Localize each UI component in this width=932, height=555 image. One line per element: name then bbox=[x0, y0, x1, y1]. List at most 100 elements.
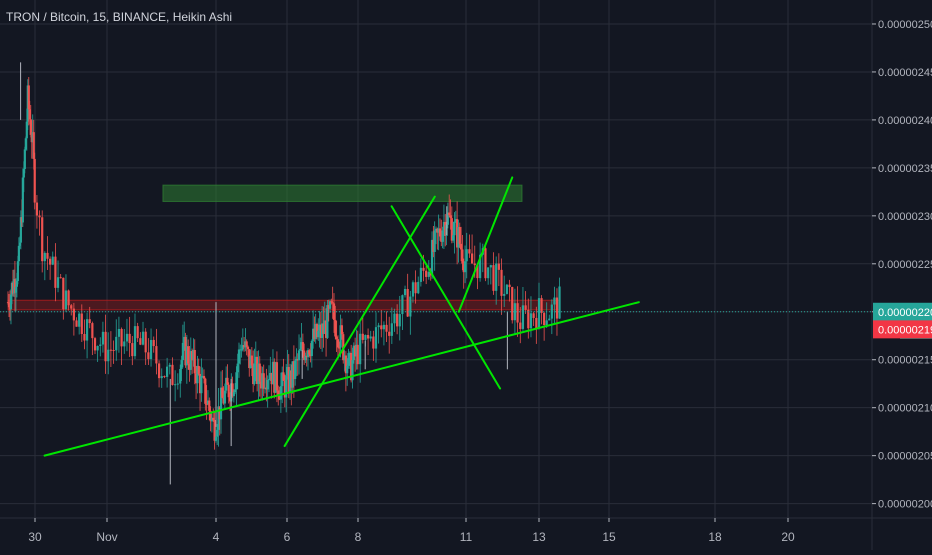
y-tick-label: 0.00000210 bbox=[878, 403, 932, 415]
candle-body bbox=[206, 400, 210, 405]
candle-body bbox=[228, 397, 232, 402]
candle-body bbox=[231, 383, 234, 397]
candle-body bbox=[270, 373, 273, 385]
candle-body bbox=[409, 296, 412, 317]
candle-body bbox=[41, 217, 44, 262]
candle-body bbox=[275, 362, 279, 391]
candle-body bbox=[149, 339, 153, 360]
trendline-4[interactable] bbox=[457, 176, 514, 313]
candle-body bbox=[336, 339, 340, 348]
candle-body bbox=[537, 298, 541, 329]
candle-body bbox=[521, 305, 525, 329]
candle-body bbox=[295, 358, 298, 361]
candle-body bbox=[484, 248, 487, 279]
y-tick-label: 0.00000235 bbox=[878, 163, 932, 175]
candle-body bbox=[258, 363, 261, 382]
candle-body bbox=[310, 340, 313, 357]
candle-body bbox=[181, 342, 184, 361]
candle-body bbox=[185, 346, 188, 366]
candle-body bbox=[327, 305, 330, 309]
candle-body bbox=[401, 295, 404, 315]
candle-body bbox=[253, 363, 256, 385]
candle-body bbox=[254, 356, 257, 364]
y-tick-label: 0.00000240 bbox=[878, 115, 932, 127]
candle-body bbox=[441, 230, 444, 242]
candle-body bbox=[166, 366, 169, 377]
candle-body bbox=[123, 341, 126, 347]
candle-body bbox=[155, 346, 158, 364]
candle-body bbox=[529, 313, 533, 329]
candle-body bbox=[294, 360, 297, 380]
candle-body bbox=[287, 367, 290, 393]
candle-body bbox=[194, 373, 198, 384]
trendline-1[interactable] bbox=[43, 301, 640, 457]
candle-body bbox=[479, 254, 482, 279]
candle-body bbox=[43, 252, 46, 262]
candle-body bbox=[555, 297, 559, 319]
candle-body bbox=[232, 392, 235, 397]
candle-body bbox=[513, 303, 517, 321]
trendlines[interactable] bbox=[43, 176, 640, 457]
candle-body bbox=[282, 372, 285, 381]
candle-body bbox=[141, 331, 145, 345]
trendline-3[interactable] bbox=[390, 205, 502, 390]
candle-body bbox=[18, 242, 21, 246]
candle-body bbox=[524, 305, 527, 310]
candle-body bbox=[179, 369, 182, 384]
candle-body bbox=[263, 387, 267, 389]
x-tick-label: 13 bbox=[532, 530, 546, 544]
candle-body bbox=[64, 290, 68, 310]
candle-body bbox=[38, 215, 41, 218]
candle-body bbox=[67, 290, 70, 306]
candle-body bbox=[197, 365, 200, 374]
candle-body bbox=[139, 338, 142, 345]
candle-body bbox=[109, 349, 112, 351]
candle-body bbox=[32, 132, 35, 159]
candle-body bbox=[352, 345, 355, 361]
candle-body bbox=[9, 294, 13, 310]
candle-body bbox=[331, 302, 334, 304]
candle-body bbox=[225, 377, 228, 391]
candle-body bbox=[347, 353, 350, 366]
candle-body bbox=[468, 249, 471, 254]
candle-body bbox=[23, 149, 26, 170]
candle-body bbox=[450, 218, 453, 241]
candle-body bbox=[318, 324, 321, 331]
candle-body bbox=[388, 331, 391, 336]
resistance-zone bbox=[162, 184, 523, 202]
candle-body bbox=[430, 239, 434, 276]
candle-body bbox=[422, 267, 425, 271]
candle-body bbox=[193, 349, 196, 374]
candle-body bbox=[189, 351, 192, 370]
candle-body bbox=[147, 352, 150, 360]
x-tick-label: Nov bbox=[96, 530, 117, 544]
y-tick-label: 0.00000200 bbox=[878, 499, 932, 511]
candle-body bbox=[359, 333, 362, 365]
candle-body bbox=[427, 271, 430, 277]
candle-body bbox=[436, 228, 439, 233]
candle-body bbox=[516, 303, 519, 323]
candle-body bbox=[274, 362, 277, 393]
candle-body bbox=[432, 239, 435, 252]
symbol-title: TRON / Bitcoin, 15, BINANCE, Heikin Ashi bbox=[6, 10, 233, 24]
candle-body bbox=[51, 256, 54, 265]
candle-body bbox=[33, 158, 36, 203]
candle-body bbox=[202, 375, 206, 379]
candle-body bbox=[456, 219, 459, 248]
candle-body bbox=[236, 363, 239, 373]
candle-body bbox=[403, 289, 407, 296]
candle-body bbox=[75, 320, 78, 327]
candle-body bbox=[237, 349, 241, 364]
candle-body bbox=[212, 417, 215, 421]
support-zone bbox=[7, 299, 561, 311]
candle-body bbox=[301, 342, 304, 351]
candle-body bbox=[72, 308, 75, 321]
candle-body bbox=[519, 322, 522, 329]
candle-body bbox=[83, 333, 86, 341]
candle-body bbox=[553, 297, 556, 305]
candle-body bbox=[187, 346, 190, 364]
candle-body bbox=[503, 293, 506, 296]
